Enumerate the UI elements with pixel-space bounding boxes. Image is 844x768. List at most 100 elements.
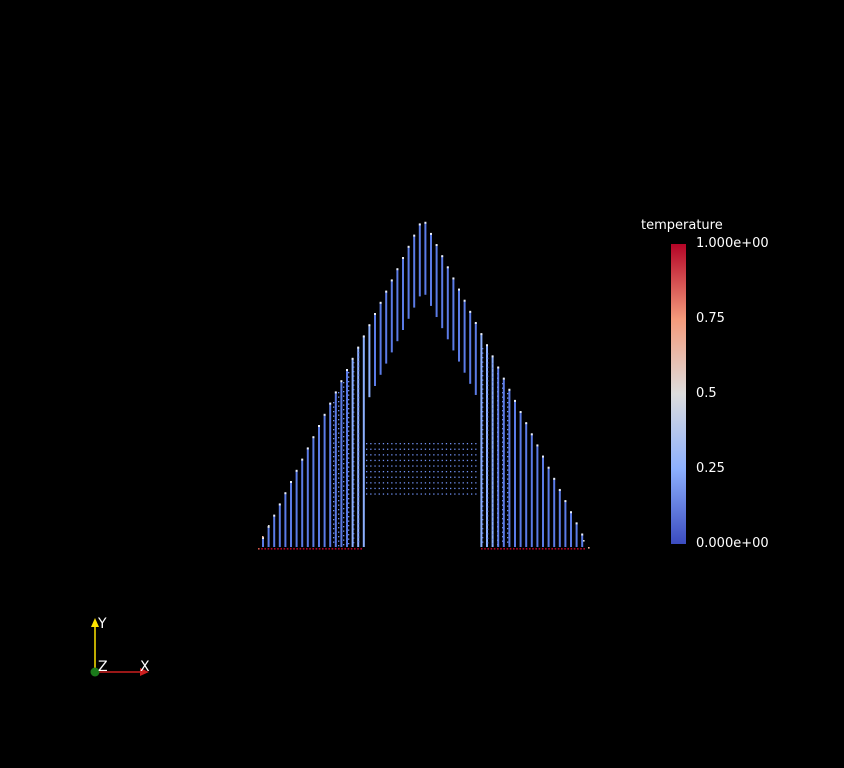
particle bbox=[487, 447, 489, 450]
particle bbox=[462, 476, 464, 478]
particle bbox=[338, 468, 340, 470]
particle bbox=[502, 522, 504, 524]
particle bbox=[358, 518, 360, 520]
particle bbox=[284, 492, 287, 495]
particle bbox=[564, 548, 566, 550]
particle bbox=[502, 491, 504, 493]
particle bbox=[462, 448, 464, 450]
particle bbox=[325, 548, 327, 550]
particle-column bbox=[424, 222, 427, 295]
particle bbox=[399, 471, 401, 473]
particle bbox=[497, 404, 499, 406]
particle bbox=[561, 548, 563, 550]
particle bbox=[343, 395, 345, 397]
particle bbox=[471, 471, 473, 473]
particle bbox=[507, 505, 509, 507]
particle bbox=[416, 448, 418, 450]
particle bbox=[482, 420, 484, 422]
particle-column bbox=[441, 256, 444, 329]
particle bbox=[343, 508, 345, 510]
particle bbox=[338, 548, 340, 550]
particle bbox=[353, 528, 355, 530]
particle bbox=[358, 496, 360, 498]
particle bbox=[502, 473, 504, 475]
particle bbox=[348, 435, 350, 437]
particle bbox=[348, 484, 350, 486]
particle bbox=[502, 482, 504, 484]
particle bbox=[333, 438, 335, 440]
particle bbox=[382, 459, 385, 462]
particle bbox=[497, 526, 499, 528]
particle bbox=[333, 523, 335, 525]
particle bbox=[366, 443, 368, 445]
particle bbox=[420, 493, 422, 495]
particle bbox=[492, 376, 494, 378]
particle-column bbox=[525, 423, 528, 547]
particle bbox=[487, 434, 489, 436]
particle bbox=[333, 429, 335, 431]
particle bbox=[433, 476, 435, 478]
particle bbox=[502, 414, 504, 416]
particle bbox=[487, 411, 489, 414]
particle bbox=[497, 366, 500, 369]
particle bbox=[497, 463, 499, 465]
particle bbox=[429, 448, 431, 450]
particle bbox=[475, 482, 477, 484]
particle bbox=[338, 392, 340, 394]
particle bbox=[502, 464, 504, 466]
particle-column bbox=[530, 434, 533, 547]
particle bbox=[420, 459, 422, 462]
particle bbox=[387, 493, 389, 495]
particle bbox=[492, 448, 494, 450]
particle bbox=[309, 548, 311, 550]
particle bbox=[497, 413, 499, 415]
particle bbox=[492, 511, 494, 513]
particle bbox=[358, 460, 360, 462]
particle bbox=[497, 382, 499, 384]
particle bbox=[378, 448, 380, 450]
particle bbox=[502, 377, 505, 380]
particle bbox=[358, 505, 360, 507]
particle bbox=[333, 451, 335, 453]
particle bbox=[358, 437, 360, 439]
particle bbox=[416, 454, 418, 456]
particle bbox=[358, 536, 360, 538]
particle bbox=[536, 444, 539, 447]
particle bbox=[382, 465, 385, 467]
particle-column bbox=[340, 381, 343, 547]
particle bbox=[358, 455, 360, 457]
particle bbox=[338, 513, 340, 515]
particle bbox=[353, 425, 355, 427]
particle bbox=[277, 548, 279, 550]
particle bbox=[358, 415, 360, 417]
particle bbox=[502, 392, 504, 394]
particle bbox=[391, 487, 393, 490]
particle bbox=[507, 442, 509, 444]
particle bbox=[497, 391, 499, 393]
particle-column bbox=[329, 403, 332, 547]
particle bbox=[458, 476, 460, 478]
particle bbox=[482, 451, 484, 453]
particle bbox=[391, 465, 393, 467]
particle bbox=[508, 388, 511, 391]
particle bbox=[348, 475, 350, 477]
particle bbox=[338, 500, 340, 502]
particle bbox=[497, 395, 499, 397]
particle bbox=[458, 459, 460, 462]
particle bbox=[366, 482, 368, 484]
particle bbox=[497, 476, 499, 478]
particle bbox=[492, 493, 494, 495]
particle bbox=[358, 473, 360, 475]
particle bbox=[333, 420, 335, 422]
particle bbox=[514, 399, 516, 402]
particle bbox=[530, 433, 533, 436]
particle bbox=[492, 394, 494, 396]
particle bbox=[353, 371, 355, 373]
particle bbox=[450, 454, 452, 456]
particle bbox=[516, 548, 518, 550]
particle bbox=[502, 509, 504, 511]
particle bbox=[374, 313, 376, 315]
particle bbox=[408, 465, 410, 467]
particle bbox=[482, 415, 484, 417]
